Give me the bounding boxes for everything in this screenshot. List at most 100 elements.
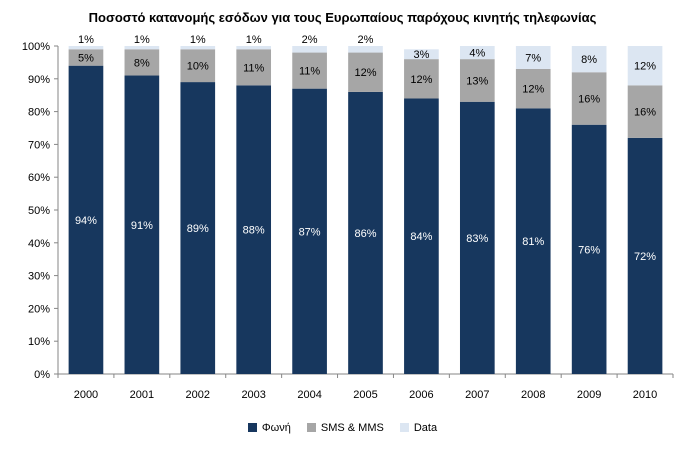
bar-data-2005 (348, 46, 383, 53)
y-tick-label: 60% (28, 172, 50, 184)
y-tick-label: 50% (28, 205, 50, 217)
bar-sms-mms-2000 (68, 49, 104, 66)
data-label: 3% (413, 49, 429, 61)
y-tick-label: 70% (28, 139, 50, 151)
data-label: 84% (410, 231, 432, 243)
x-tick-label: 2006 (409, 389, 433, 401)
data-label: 16% (634, 107, 656, 119)
bar-voice-2003 (236, 85, 272, 375)
bar-voice-2000 (68, 65, 104, 375)
bar-data-2000 (68, 46, 104, 50)
bar-voice-2008 (515, 108, 551, 374)
data-label: 1% (78, 34, 94, 46)
x-tick-label: 2010 (633, 389, 657, 401)
bar-sms-mms-2010 (627, 85, 663, 138)
data-label: 72% (634, 251, 656, 263)
x-tick-label: 2009 (577, 389, 601, 401)
data-label: 2% (358, 34, 374, 46)
bar-sms-mms-2006 (404, 59, 439, 99)
data-label: 88% (243, 225, 265, 237)
data-label: 13% (466, 75, 488, 87)
axes: 0% 10% 20% 30% 40% 50% 60% 70% 80% 90% 100% 2000 200… (22, 41, 674, 401)
bar-voice-2006 (404, 98, 439, 374)
legend-item: Data (399, 422, 438, 435)
legend-swatch (399, 423, 409, 433)
bar-data-2009 (571, 46, 607, 73)
bars: 94% 5% 1% 91% 8% 1% 89% 10% 1% 88% 11% 1% 87% 11% 2% 86… (68, 34, 663, 375)
data-label: 10% (187, 61, 209, 73)
data-label: 94% (75, 215, 97, 227)
data-label: 4% (469, 48, 485, 60)
data-label: 16% (578, 93, 600, 105)
bar-data-2003 (236, 46, 272, 50)
data-label: 87% (299, 226, 321, 238)
data-label: 1% (246, 34, 262, 46)
bar-sms-mms-2001 (124, 49, 160, 76)
x-tick-label: 2007 (465, 389, 489, 401)
legend: Φωνή SMS & MMS Data (0, 422, 685, 434)
data-label: 12% (522, 84, 544, 96)
data-label: 86% (354, 228, 376, 240)
data-label: 12% (410, 74, 432, 86)
data-label: 8% (581, 54, 597, 66)
legend-label: SMS & MMS (320, 422, 384, 435)
legend-item: SMS & MMS (306, 422, 384, 435)
data-label: 7% (525, 52, 541, 64)
y-tick-label: 80% (28, 107, 50, 119)
data-label: 11% (243, 62, 264, 74)
y-tick-label: 20% (28, 303, 50, 315)
x-tick-label: 2001 (130, 389, 154, 401)
data-label: 12% (634, 61, 656, 73)
bar-voice-2009 (571, 124, 607, 374)
y-tick-label: 10% (28, 336, 50, 348)
x-tick-label: 2008 (521, 389, 545, 401)
data-label: 89% (187, 223, 209, 235)
bar-data-2007 (459, 46, 495, 60)
y-tick-label: 90% (28, 74, 50, 86)
x-tick-label: 2004 (297, 389, 321, 401)
bar-data-2001 (124, 46, 160, 50)
y-tick-label: 40% (28, 238, 50, 250)
bar-sms-mms-2007 (459, 59, 495, 102)
legend-swatch (306, 423, 316, 433)
data-label: 5% (78, 52, 94, 64)
data-label: 81% (522, 236, 544, 248)
data-label: 2% (302, 34, 318, 46)
x-tick-label: 2000 (74, 389, 98, 401)
bar-data-2004 (292, 46, 327, 53)
x-tick-label: 2005 (353, 389, 377, 401)
bar-data-2008 (515, 46, 551, 69)
bar-voice-2004 (292, 88, 327, 374)
legend-label: Data (413, 422, 438, 435)
legend-swatch (247, 423, 257, 433)
bar-sms-mms-2002 (180, 49, 216, 83)
data-label: 1% (190, 34, 206, 46)
bar-sms-mms-2003 (236, 49, 272, 86)
x-tick-label: 2003 (241, 389, 265, 401)
data-label: 11% (299, 66, 320, 78)
bar-voice-2010 (627, 137, 663, 374)
y-tick-label: 0% (34, 369, 50, 381)
data-label: 1% (134, 34, 150, 46)
bar-sms-mms-2008 (515, 68, 551, 109)
y-tick-label: 30% (28, 271, 50, 283)
legend-label: Φωνή (261, 422, 291, 435)
chart-title: Ποσοστό κατανομής εσόδων για τους Ευρωπα… (88, 10, 597, 25)
data-label: 91% (131, 220, 153, 232)
bar-voice-2002 (180, 82, 216, 374)
data-label: 12% (354, 67, 376, 79)
bar-data-2010 (627, 46, 663, 86)
data-label: 83% (466, 233, 488, 245)
bar-sms-mms-2005 (348, 52, 383, 92)
y-tick-label: 100% (22, 41, 50, 53)
bar-voice-2001 (124, 75, 160, 375)
data-label: 76% (578, 244, 600, 256)
bar-voice-2005 (348, 91, 383, 375)
bar-data-2002 (180, 46, 216, 50)
bar-voice-2007 (459, 101, 495, 374)
bar-data-2006 (404, 49, 439, 60)
bar-sms-mms-2004 (292, 52, 327, 89)
x-tick-label: 2002 (186, 389, 210, 401)
bar-sms-mms-2009 (571, 72, 607, 125)
